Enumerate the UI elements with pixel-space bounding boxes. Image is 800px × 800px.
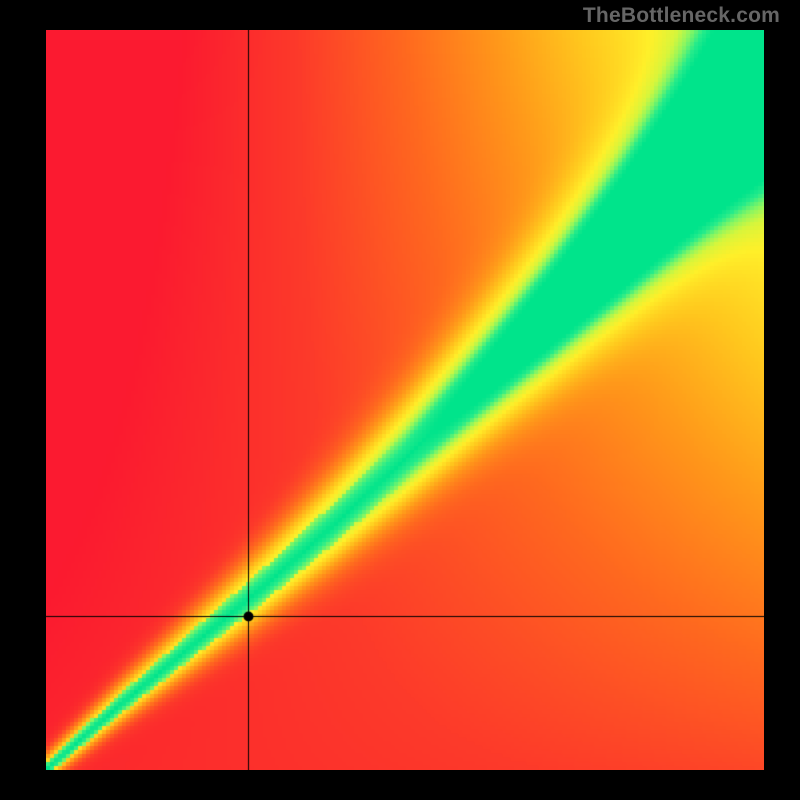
bottleneck-heatmap [46, 30, 764, 770]
chart-container: TheBottleneck.com [0, 0, 800, 800]
watermark-text: TheBottleneck.com [583, 4, 780, 28]
